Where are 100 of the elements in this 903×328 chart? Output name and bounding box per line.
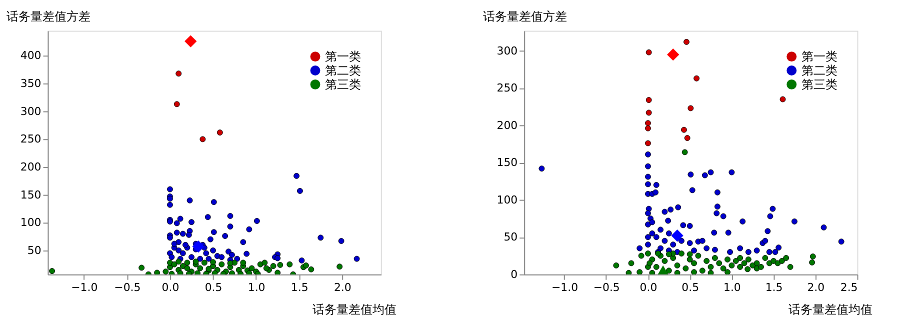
point xyxy=(695,252,702,259)
point xyxy=(662,258,668,264)
point xyxy=(138,264,145,271)
point xyxy=(636,269,643,274)
legend-label: 第一类 xyxy=(802,50,838,64)
point xyxy=(184,260,190,266)
point xyxy=(336,264,343,270)
x-tick-label: 1.5 xyxy=(290,280,308,294)
point xyxy=(646,260,653,266)
y-tick-label: 150 xyxy=(20,188,42,202)
point xyxy=(737,255,744,261)
point xyxy=(200,136,206,142)
y-tick-label: 100 xyxy=(496,193,518,206)
point xyxy=(744,266,751,272)
point xyxy=(646,110,652,116)
y-tick-label: 200 xyxy=(496,118,518,132)
point xyxy=(49,268,56,274)
point xyxy=(691,269,697,274)
point xyxy=(197,265,204,272)
point xyxy=(745,256,752,262)
point xyxy=(716,260,722,266)
point xyxy=(638,252,644,259)
point xyxy=(218,261,225,268)
point xyxy=(286,261,293,268)
point xyxy=(682,149,688,156)
point xyxy=(708,270,714,274)
point xyxy=(758,264,764,270)
x-tick-label: 2.0 xyxy=(807,280,825,294)
point xyxy=(686,251,693,258)
point xyxy=(262,260,268,266)
point xyxy=(762,255,768,261)
point xyxy=(766,260,772,266)
point xyxy=(674,262,680,268)
point xyxy=(666,268,672,274)
point xyxy=(694,75,700,82)
x-tick-label: 0.5 xyxy=(682,280,700,294)
x-axis-title: 话务量差值均值 xyxy=(312,302,396,317)
point xyxy=(645,140,651,146)
legend-label: 第三类 xyxy=(325,77,362,92)
point xyxy=(192,258,199,265)
point xyxy=(308,266,314,272)
point xyxy=(184,265,190,272)
x-tick-label: −1.0 xyxy=(552,280,578,294)
point xyxy=(712,255,718,261)
point xyxy=(809,259,816,266)
point xyxy=(787,264,794,270)
y-tick-label: 0 xyxy=(510,268,518,281)
y-tick-label: 400 xyxy=(20,49,42,62)
point xyxy=(174,101,180,108)
point xyxy=(684,135,690,141)
point xyxy=(653,264,660,270)
point xyxy=(704,258,710,264)
point xyxy=(666,251,672,258)
x-tick-label: 2.0 xyxy=(334,280,352,294)
point xyxy=(674,270,680,274)
point xyxy=(774,260,781,266)
point xyxy=(646,49,652,56)
point xyxy=(154,270,160,274)
point xyxy=(667,48,680,61)
point xyxy=(277,262,284,268)
point xyxy=(783,255,790,261)
point xyxy=(628,260,634,266)
y-tick-label: 100 xyxy=(20,216,42,230)
point xyxy=(681,126,687,133)
point xyxy=(724,256,730,262)
point xyxy=(754,260,760,266)
point xyxy=(248,265,255,272)
point xyxy=(691,260,697,266)
y-tick-label: 250 xyxy=(496,82,518,95)
point xyxy=(303,262,309,268)
y-tick-label: 300 xyxy=(20,104,42,118)
point xyxy=(176,258,182,265)
point xyxy=(699,268,706,274)
point xyxy=(778,258,785,264)
x-tick-label: 1.5 xyxy=(765,280,783,294)
point xyxy=(686,256,693,262)
point xyxy=(176,70,182,77)
point xyxy=(201,260,208,266)
point xyxy=(728,262,735,268)
point xyxy=(626,270,632,274)
y-tick-label: 200 xyxy=(20,160,42,174)
point xyxy=(645,250,651,256)
point xyxy=(270,263,276,269)
point xyxy=(645,125,651,132)
point xyxy=(194,270,200,274)
y-tick-label: 50 xyxy=(27,244,42,257)
x-tick-label: −1.0 xyxy=(71,280,98,294)
point xyxy=(770,258,777,264)
x-tick-label: 0.0 xyxy=(640,280,658,294)
point xyxy=(810,254,816,260)
y-tick-label: 50 xyxy=(504,230,518,244)
legend-label: 第三类 xyxy=(802,77,838,92)
x-tick-label: −0.5 xyxy=(593,280,620,294)
point xyxy=(720,265,726,272)
point xyxy=(649,270,656,274)
point xyxy=(240,260,246,266)
x-tick-label: −0.5 xyxy=(114,280,141,294)
point xyxy=(192,240,204,253)
point xyxy=(263,265,270,272)
point xyxy=(210,259,216,266)
